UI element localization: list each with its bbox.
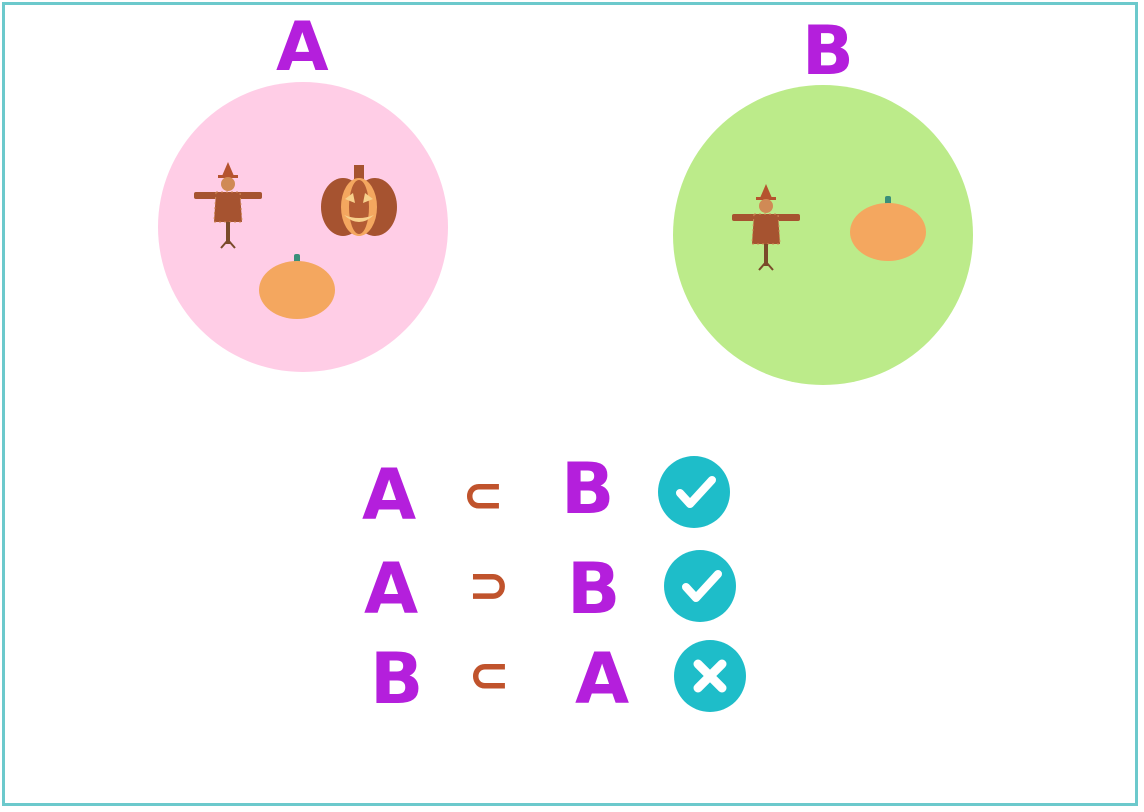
statement-2-left: A bbox=[364, 548, 419, 630]
result-badge-2 bbox=[664, 550, 736, 622]
statement-1-left: A bbox=[362, 454, 417, 536]
statement-1-operator: ⊂ bbox=[462, 466, 504, 524]
set-b-circle bbox=[673, 85, 973, 385]
statement-3-operator: ⊂ bbox=[468, 646, 510, 704]
result-badge-1 bbox=[658, 456, 730, 528]
set-b-label: B bbox=[802, 12, 854, 91]
set-a-circle bbox=[158, 82, 448, 372]
statement-3-left: B bbox=[370, 638, 424, 720]
set-a-label: A bbox=[276, 8, 329, 87]
statement-1-right: B bbox=[561, 448, 615, 530]
statement-3-right: A bbox=[575, 638, 630, 720]
statement-2-operator: ⊃ bbox=[468, 556, 510, 614]
statement-2-right: B bbox=[567, 548, 621, 630]
